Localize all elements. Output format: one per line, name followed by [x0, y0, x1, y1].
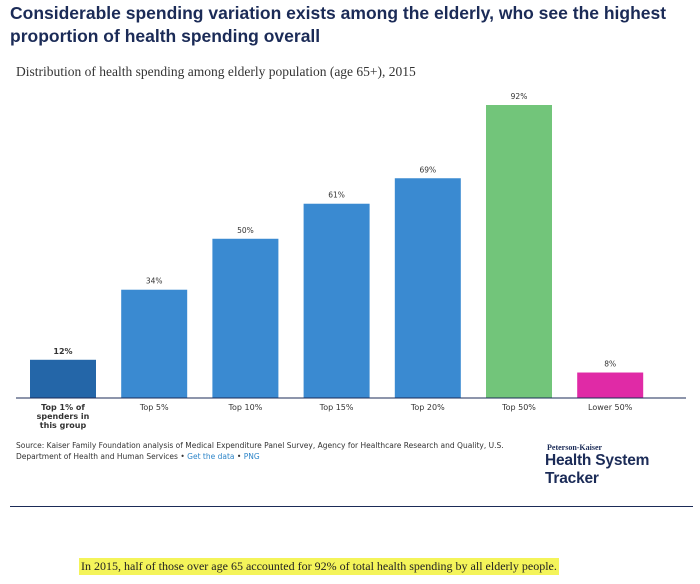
bar-5: [394, 178, 461, 398]
x-tick-label: Top 1% of spenders in this group: [37, 403, 90, 430]
bar-6: [486, 105, 552, 398]
chart-title: Distribution of health spending among el…: [16, 64, 416, 79]
x-tick-label: Top 20%: [410, 403, 445, 412]
bar-value-label: 50%: [237, 226, 254, 235]
bar-value-label: 12%: [53, 347, 72, 356]
bar-value-label: 69%: [419, 165, 436, 174]
png-link[interactable]: PNG: [243, 452, 260, 461]
source-note: Source: Kaiser Family Foundation analysi…: [16, 440, 516, 462]
separator: •: [236, 452, 242, 461]
bar-3: [212, 238, 279, 398]
tick-labels-group: Top 1% of spenders in this group Top 5% Top …: [37, 403, 633, 430]
bar-1: [30, 359, 96, 398]
highlighted-caption: In 2015, half of those over age 65 accou…: [79, 558, 559, 575]
logo-health-system-tracker: Health System Tracker: [545, 452, 650, 487]
bar-4: [303, 203, 370, 398]
separator: •: [180, 452, 185, 461]
divider: [10, 506, 693, 507]
headline: Considerable spending variation exists a…: [10, 3, 667, 46]
bars-group: 12% 34% 50% 61% 69% 92% 8%: [30, 92, 644, 398]
bar-value-label: 34%: [146, 277, 163, 286]
x-tick-label: Top 10%: [227, 403, 262, 412]
bar-value-label: 92%: [511, 92, 528, 101]
bar-value-label: 61%: [328, 191, 345, 200]
x-tick-label: Top 5%: [139, 403, 169, 412]
bar-value-label: 8%: [604, 360, 616, 369]
bar-chart: 12% 34% 50% 61% 69% 92% 8% Top 1% of spenders i…: [16, 92, 686, 430]
bar-2: [121, 289, 188, 398]
x-tick-label: Top 15%: [319, 403, 354, 412]
logo-peterson-kaiser: Peterson-Kaiser: [547, 443, 603, 452]
get-the-data-link[interactable]: Get the data: [187, 452, 235, 461]
x-tick-label: Lower 50%: [588, 403, 633, 412]
x-tick-label: Top 50%: [501, 403, 536, 412]
bar-7: [577, 372, 644, 398]
source-text: Source: Kaiser Family Foundation analysi…: [16, 441, 504, 461]
